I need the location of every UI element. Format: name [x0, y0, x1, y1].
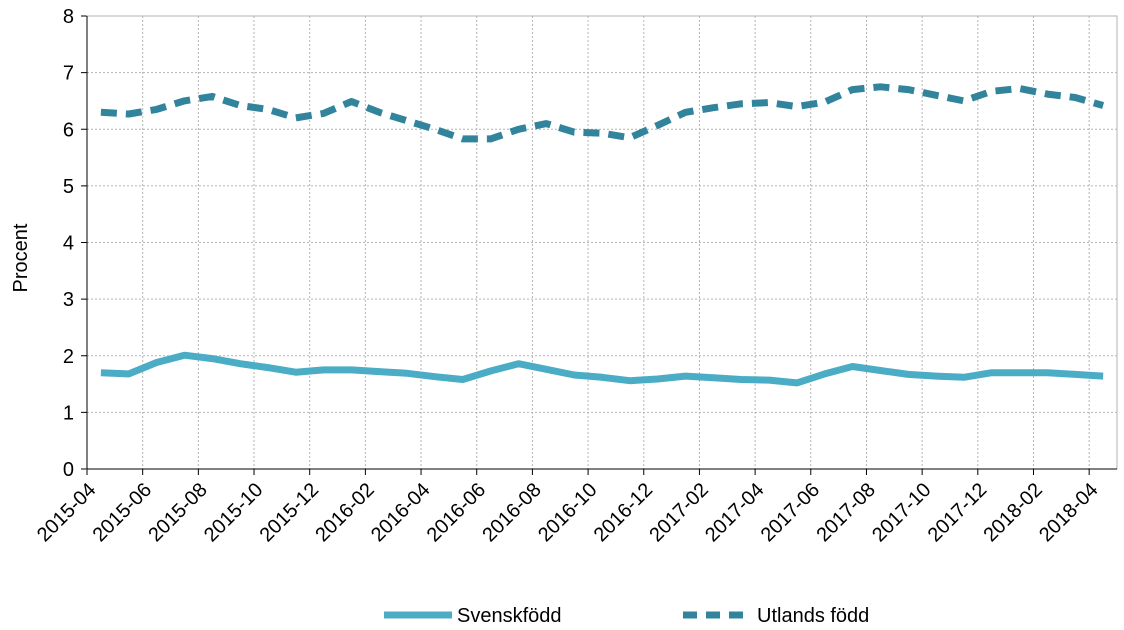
x-tick-label: 2016-08 [478, 479, 545, 546]
x-tick-label: 2015-08 [144, 479, 211, 546]
x-tick-labels: 2015-042015-062015-082015-102015-122016-… [33, 479, 1103, 546]
x-tick-label: 2018-02 [979, 479, 1046, 546]
x-tick-label: 2016-10 [534, 479, 601, 546]
y-axis-title: Procent [10, 223, 32, 292]
x-tick-label: 2015-06 [89, 479, 156, 546]
series-lines [100, 83, 1105, 387]
legend-label-utlands-fodd: Utlands född [757, 605, 869, 627]
x-tick-label: 2015-12 [256, 479, 323, 546]
x-tick-label: 2017-10 [868, 479, 935, 546]
x-tick-label: 2017-12 [924, 479, 991, 546]
y-tick-label: 6 [63, 119, 74, 141]
y-tick-label: 2 [63, 346, 74, 368]
plot-area-border [86, 15, 1118, 470]
y-tick-label: 3 [63, 289, 74, 311]
axes [81, 15, 1118, 475]
series-line-svenskfodd [100, 351, 1104, 387]
x-tick-label: 2015-04 [33, 479, 100, 546]
x-tick-label: 2016-06 [423, 479, 490, 546]
legend: Svenskfödd Utlands född [384, 605, 869, 627]
grid-lines [87, 15, 1117, 469]
y-tick-labels: 0 1 2 3 4 5 6 7 8 [63, 6, 74, 481]
x-tick-label: 2017-02 [645, 479, 712, 546]
x-tick-label: 2018-04 [1035, 479, 1102, 546]
x-tick-label: 2017-06 [757, 479, 824, 546]
x-tick-label: 2015-10 [200, 479, 267, 546]
y-tick-label: 5 [63, 176, 74, 198]
y-tick-label: 4 [63, 233, 74, 255]
series-line-utlands-fodd [100, 83, 1105, 143]
x-tick-label: 2016-02 [311, 479, 378, 546]
x-tick-label: 2016-12 [590, 479, 657, 546]
x-tick-label: 2016-04 [367, 479, 434, 546]
y-tick-label: 0 [63, 459, 74, 481]
x-tick-label: 2017-04 [701, 479, 768, 546]
legend-label-svenskfodd: Svenskfödd [457, 605, 562, 627]
y-tick-label: 8 [63, 6, 74, 28]
x-tick-label: 2017-08 [812, 479, 879, 546]
y-tick-label: 1 [63, 402, 74, 424]
y-tick-label: 7 [63, 63, 74, 85]
